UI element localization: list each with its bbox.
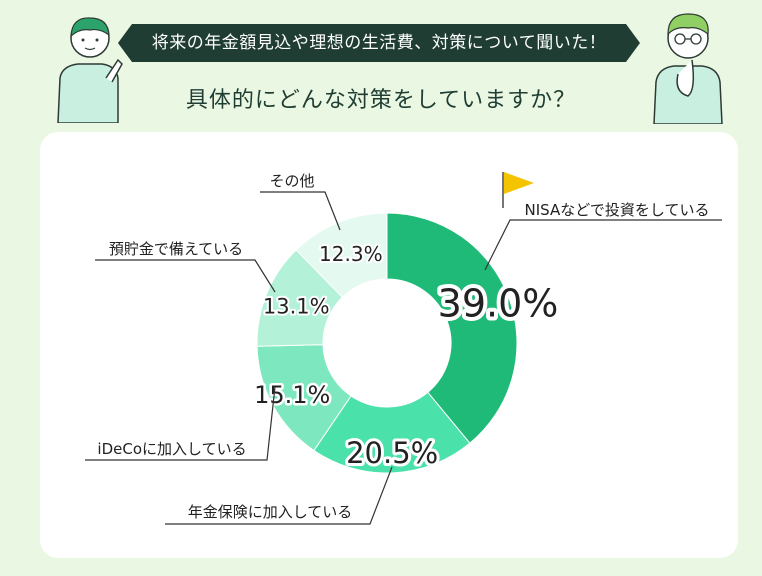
leader-line: [260, 191, 341, 231]
category-label: その他: [269, 172, 314, 190]
leader-line: [484, 219, 722, 271]
donut-slice-5: [295, 212, 388, 298]
chart-card: 39.0% 20.5% 15.1% 13.1% 12.3% NISAなどで投資をしている年…: [40, 132, 738, 558]
category-label: NISAなどで投資をしている: [525, 201, 710, 219]
person-illustration-right: [653, 13, 723, 124]
survey-banner: 将来の年金額見込や理想の生活費、対策について聞いた！: [118, 24, 640, 62]
category-label: 預貯金で備えている: [109, 240, 243, 258]
donut-slice-1: [386, 212, 518, 444]
leader-line: [85, 386, 276, 461]
leader-line: [95, 259, 276, 293]
category-label: 年金保険に加入している: [188, 503, 353, 521]
question-heading: 具体的にどんな対策をしていますか？: [185, 88, 577, 113]
slice-value-label: 13.1%: [263, 294, 330, 318]
slice-value-label: 15.1%: [254, 381, 330, 409]
person-illustration-left: [57, 17, 123, 123]
slice-value-label: 12.3%: [319, 242, 383, 266]
donut-slice-2: [313, 391, 471, 474]
slice-value-label: 20.5%: [346, 436, 438, 470]
flag-icon: [502, 172, 534, 208]
category-label: iDeCoに加入している: [97, 440, 246, 458]
leader-line: [165, 466, 393, 525]
slice-value-label: 39.0%: [438, 281, 559, 325]
donut-chart: 39.0% 20.5% 15.1% 13.1% 12.3% NISAなどで投資をしている年…: [85, 172, 722, 525]
